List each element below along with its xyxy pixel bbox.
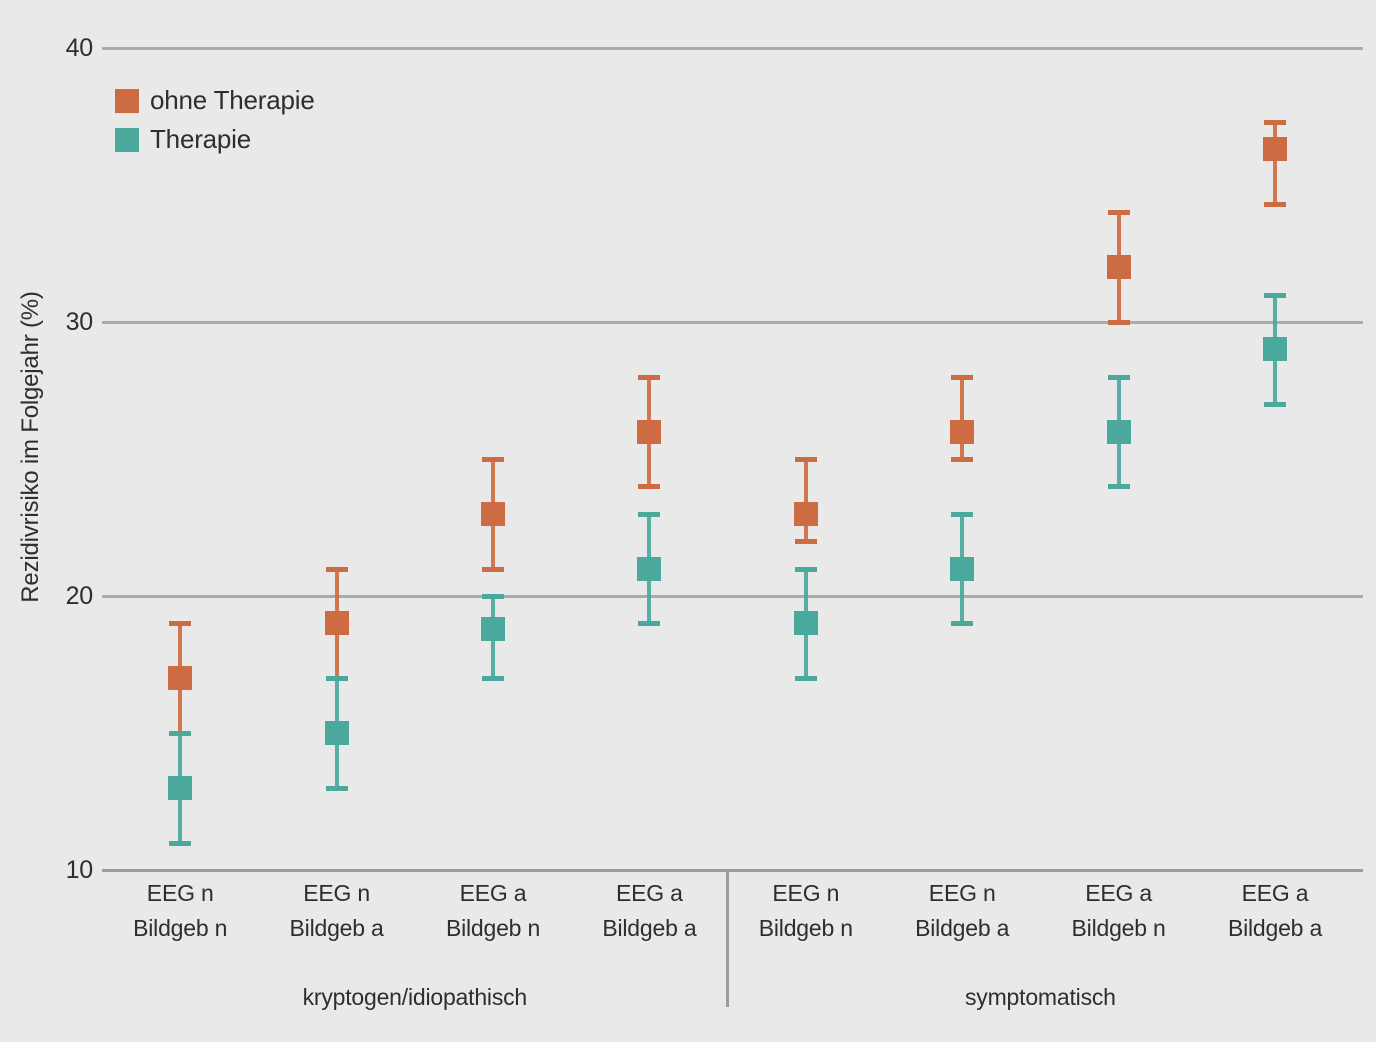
y-tick-label: 20	[65, 582, 94, 610]
legend-item-ohne-therapie: ohne Therapie	[115, 85, 315, 116]
x-group-label: symptomatisch	[965, 984, 1116, 1010]
data-point-therapie	[481, 616, 505, 641]
gridline	[102, 46, 1363, 50]
error-bar-cap-bottom-ohne-therapie	[1107, 320, 1130, 325]
error-bar-cap-top-ohne-therapie	[169, 621, 192, 627]
gridline	[102, 320, 1363, 324]
data-point-therapie	[950, 556, 975, 581]
data-point-ohne-therapie	[793, 501, 818, 526]
data-point-ohne-therapie	[1263, 137, 1287, 162]
error-bar-cap-bottom-therapie	[638, 621, 661, 627]
error-bar-cap-bottom-therapie	[325, 785, 348, 791]
x-category-label-line1: EEG a	[459, 880, 527, 906]
error-bar-line-ohne-therapie	[1273, 121, 1277, 205]
error-bar-cap-bottom-therapie	[951, 621, 974, 627]
error-bar-cap-top-ohne-therapie	[1264, 119, 1286, 125]
x-category-label-line2: Bildgeb a	[1227, 915, 1323, 941]
x-category-label-line1: EEG n	[928, 880, 996, 906]
error-bar-line-ohne-therapie	[803, 459, 808, 542]
data-point-therapie	[793, 611, 818, 636]
data-point-ohne-therapie	[168, 666, 193, 691]
x-category-label-line1: EEG a	[616, 880, 683, 906]
legend-item-therapie: Therapie	[115, 124, 315, 155]
legend-label-ohne-therapie: ohne Therapie	[150, 85, 315, 115]
data-point-therapie	[324, 721, 349, 745]
legend-swatch-therapie	[115, 127, 139, 152]
x-category-label-line1: EEG a	[1241, 880, 1309, 906]
x-category-label-line2: Bildgeb n	[133, 915, 228, 941]
error-bar-cap-bottom-therapie	[482, 676, 504, 682]
data-point-ohne-therapie	[950, 419, 975, 444]
error-bar-cap-top-therapie	[482, 594, 504, 599]
error-bar-cap-bottom-therapie	[169, 840, 192, 846]
error-bar-cap-top-therapie	[638, 511, 661, 517]
y-axis-title: Rezidivrisiko im Folgejahr (%)	[17, 291, 44, 603]
error-bar-cap-top-ohne-therapie	[1107, 210, 1130, 216]
data-point-therapie	[637, 556, 662, 581]
error-bar-line-ohne-therapie	[960, 376, 965, 459]
data-point-therapie	[168, 775, 193, 800]
error-bar-cap-top-ohne-therapie	[325, 566, 348, 572]
gridline	[102, 594, 1363, 598]
x-axis-line	[102, 868, 1363, 872]
x-category-label-line2: Bildgeb n	[1071, 915, 1166, 941]
error-bar-cap-top-therapie	[794, 566, 817, 572]
group-divider-line	[726, 871, 730, 1007]
data-point-therapie	[1106, 419, 1131, 444]
error-bar-cap-bottom-ohne-therapie	[1264, 202, 1286, 208]
error-bar-cap-bottom-therapie	[794, 676, 817, 682]
y-tick-label: 10	[65, 856, 94, 884]
legend-label-therapie: Therapie	[150, 124, 252, 154]
error-bar-cap-top-therapie	[1264, 292, 1286, 298]
error-bar-cap-top-therapie	[951, 511, 974, 517]
x-category-label-line1: EEG n	[772, 880, 840, 906]
data-point-ohne-therapie	[481, 501, 505, 526]
x-category-label-line1: EEG n	[303, 880, 370, 906]
x-category-label-line1: EEG n	[146, 880, 214, 906]
data-point-therapie	[1263, 337, 1287, 362]
legend: ohne Therapie Therapie	[115, 85, 315, 155]
data-point-ohne-therapie	[637, 419, 662, 444]
x-category-label-line2: Bildgeb a	[915, 915, 1010, 941]
error-bar-cap-bottom-ohne-therapie	[951, 457, 974, 462]
y-tick-label: 30	[65, 308, 94, 336]
error-bar-cap-top-therapie	[1107, 374, 1130, 380]
x-group-label: kryptogen/idiopathisch	[302, 984, 528, 1010]
x-category-label-line2: Bildgeb n	[445, 915, 541, 941]
y-tick-label: 40	[65, 34, 94, 62]
error-bar-cap-top-ohne-therapie	[951, 374, 974, 380]
x-category-label-line1: EEG a	[1085, 880, 1152, 906]
error-bar-cap-bottom-ohne-therapie	[794, 539, 817, 545]
error-bar-cap-top-ohne-therapie	[482, 457, 504, 462]
error-bar-cap-bottom-ohne-therapie	[638, 484, 661, 490]
data-point-ohne-therapie	[324, 611, 349, 636]
legend-swatch-ohne-therapie	[115, 88, 139, 113]
error-bar-cap-bottom-therapie	[1264, 402, 1286, 408]
error-bar-cap-top-therapie	[325, 676, 348, 682]
x-category-label-line2: Bildgeb a	[602, 915, 697, 941]
error-bar-cap-bottom-therapie	[1107, 484, 1130, 490]
data-point-ohne-therapie	[1106, 255, 1131, 280]
error-bar-cap-top-ohne-therapie	[794, 457, 817, 462]
x-category-label-line2: Bildgeb n	[758, 915, 853, 941]
error-bar-cap-top-therapie	[169, 731, 192, 736]
x-category-label-line2: Bildgeb a	[289, 915, 384, 941]
error-bar-cap-bottom-ohne-therapie	[482, 566, 504, 572]
error-bar-cap-top-ohne-therapie	[638, 374, 661, 380]
